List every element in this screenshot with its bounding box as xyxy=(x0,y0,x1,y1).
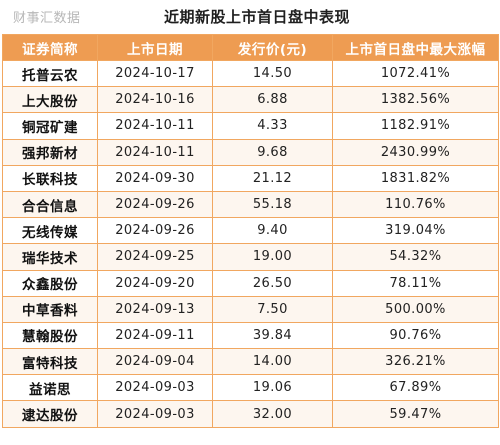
table-row: 强邦新材 2024-10-11 9.68 2430.99% xyxy=(2,138,499,166)
table-row: 众鑫股份 2024-09-20 26.50 78.11% xyxy=(2,269,499,297)
security-name-cell: 慧翰股份 xyxy=(2,321,98,350)
listing-date-cell: 2024-09-03 xyxy=(97,400,213,428)
table-body: 托普云农 2024-10-17 14.50 1072.41% 上大股份 2024-10-1… xyxy=(2,59,499,428)
security-name-cell: 逮达股份 xyxy=(2,400,98,428)
listing-date-cell: 2024-09-26 xyxy=(97,217,213,245)
listing-date-cell: 2024-10-11 xyxy=(97,112,213,140)
max-gain-cell: 67.89% xyxy=(332,374,499,402)
listing-date-cell: 2024-09-11 xyxy=(97,321,213,350)
max-gain-cell: 1072.41% xyxy=(332,59,499,88)
source-watermark: 财事汇数据 xyxy=(13,11,81,26)
table-row: 益诺思 2024-09-03 19.06 67.89% xyxy=(2,374,499,402)
issue-price-cell: 9.40 xyxy=(212,217,333,245)
table-row: 慧翰股份 2024-09-11 39.84 90.76% xyxy=(2,321,499,350)
issue-price-cell: 7.50 xyxy=(212,295,333,323)
security-name-cell: 合合信息 xyxy=(2,190,98,219)
listing-date-cell: 2024-10-11 xyxy=(97,138,213,166)
listing-date-cell: 2024-09-04 xyxy=(97,348,213,376)
security-name-cell: 众鑫股份 xyxy=(2,269,98,297)
max-gain-cell: 500.00% xyxy=(332,295,499,323)
security-name-cell: 益诺思 xyxy=(2,374,98,402)
column-header-max-intraday-gain: 上市首日盘中最大涨幅 xyxy=(332,34,499,61)
column-header-security-name: 证券简称 xyxy=(2,34,98,61)
table-row: 无线传媒 2024-09-26 9.40 319.04% xyxy=(2,217,499,245)
table-row: 富特科技 2024-09-04 14.00 326.21% xyxy=(2,348,499,376)
table-row: 上大股份 2024-10-16 6.88 1382.56% xyxy=(2,86,499,114)
listing-date-cell: 2024-09-03 xyxy=(97,374,213,402)
issue-price-cell: 14.50 xyxy=(212,59,333,88)
listing-date-cell: 2024-10-16 xyxy=(97,86,213,114)
issue-price-cell: 14.00 xyxy=(212,348,333,376)
table-row: 瑞华技术 2024-09-25 19.00 54.32% xyxy=(2,243,499,271)
issue-price-cell: 4.33 xyxy=(212,112,333,140)
listing-date-cell: 2024-09-25 xyxy=(97,243,213,271)
max-gain-cell: 326.21% xyxy=(332,348,499,376)
listing-date-cell: 2024-10-17 xyxy=(97,59,213,88)
max-gain-cell: 90.76% xyxy=(332,321,499,350)
max-gain-cell: 110.76% xyxy=(332,190,499,219)
max-gain-cell: 59.47% xyxy=(332,400,499,428)
security-name-cell: 铜冠矿建 xyxy=(2,112,98,140)
column-header-listing-date: 上市日期 xyxy=(97,34,213,61)
issue-price-cell: 19.06 xyxy=(212,374,333,402)
column-header-issue-price: 发行价(元) xyxy=(212,34,333,61)
issue-price-cell: 32.00 xyxy=(212,400,333,428)
table-row: 逮达股份 2024-09-03 32.00 59.47% xyxy=(2,400,499,428)
table-row: 长联科技 2024-09-30 21.12 1831.82% xyxy=(2,164,499,192)
security-name-cell: 富特科技 xyxy=(2,348,98,376)
issue-price-cell: 26.50 xyxy=(212,269,333,297)
listing-date-cell: 2024-09-13 xyxy=(97,295,213,323)
max-gain-cell: 1182.91% xyxy=(332,112,499,140)
issue-price-cell: 6.88 xyxy=(212,86,333,114)
security-name-cell: 强邦新材 xyxy=(2,138,98,166)
top-bar: 财事汇数据 近期新股上市首日盘中表现 xyxy=(0,0,500,34)
listing-date-cell: 2024-09-26 xyxy=(97,190,213,219)
table-title: 近期新股上市首日盘中表现 xyxy=(164,8,351,26)
table-header-row: 证券简称 上市日期 发行价(元) 上市首日盘中最大涨幅 xyxy=(2,34,499,61)
security-name-cell: 无线传媒 xyxy=(2,217,98,245)
max-gain-cell: 1831.82% xyxy=(332,164,499,192)
max-gain-cell: 1382.56% xyxy=(332,86,499,114)
issue-price-cell: 39.84 xyxy=(212,321,333,350)
table-row: 合合信息 2024-09-26 55.18 110.76% xyxy=(2,190,499,219)
security-name-cell: 瑞华技术 xyxy=(2,243,98,271)
security-name-cell: 中草香料 xyxy=(2,295,98,323)
max-gain-cell: 2430.99% xyxy=(332,138,499,166)
table-row: 托普云农 2024-10-17 14.50 1072.41% xyxy=(2,59,499,88)
security-name-cell: 托普云农 xyxy=(2,59,98,88)
max-gain-cell: 54.32% xyxy=(332,243,499,271)
security-name-cell: 上大股份 xyxy=(2,86,98,114)
max-gain-cell: 319.04% xyxy=(332,217,499,245)
max-gain-cell: 78.11% xyxy=(332,269,499,297)
security-name-cell: 长联科技 xyxy=(2,164,98,192)
listing-date-cell: 2024-09-20 xyxy=(97,269,213,297)
table-row: 铜冠矿建 2024-10-11 4.33 1182.91% xyxy=(2,112,499,140)
table-row: 中草香料 2024-09-13 7.50 500.00% xyxy=(2,295,499,323)
issue-price-cell: 19.00 xyxy=(212,243,333,271)
issue-price-cell: 21.12 xyxy=(212,164,333,192)
issue-price-cell: 55.18 xyxy=(212,190,333,219)
issue-price-cell: 9.68 xyxy=(212,138,333,166)
ipo-performance-table: 证券简称 上市日期 发行价(元) 上市首日盘中最大涨幅 托普云农 2024-10-… xyxy=(2,34,499,428)
listing-date-cell: 2024-09-30 xyxy=(97,164,213,192)
